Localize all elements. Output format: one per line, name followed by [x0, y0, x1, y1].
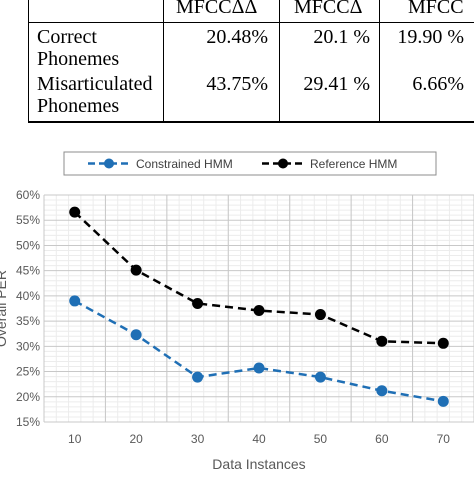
data-point-series-1: [253, 305, 265, 317]
y-tick-label: 30%: [16, 339, 40, 353]
y-tick-label: 55%: [16, 213, 40, 227]
per-line-chart: 60% 55% 50% 45% 40% 35% 30% 25% 20% 15% 10 20 30 40 50…: [0, 143, 474, 474]
cell-misart-mfcc: 6.66%: [412, 73, 464, 95]
results-table: MFCCΔΔ MFCCΔ MFCC Correct Phonemes 20.48…: [0, 0, 474, 123]
data-point-series-1: [130, 264, 142, 276]
y-tick-label: 35%: [16, 314, 40, 328]
row-label-misarticulated-phonemes: Misarticulated Phonemes: [37, 73, 153, 117]
data-point-series-0: [130, 329, 142, 341]
table-left-border: [28, 0, 29, 123]
data-point-series-0: [69, 295, 81, 307]
data-point-series-1: [192, 297, 204, 309]
legend-box: [63, 151, 437, 176]
x-tick-label: 30: [191, 432, 205, 446]
legend-swatch-marker-1: [278, 158, 288, 169]
y-tick-label: 50%: [16, 238, 40, 252]
y-tick-label: 20%: [16, 390, 40, 404]
cell-correct-mfcc-dd: 20.48%: [206, 26, 268, 48]
data-point-series-1: [314, 309, 326, 321]
y-axis-title: Overall PER: [0, 270, 9, 347]
x-tick-label: 60: [375, 432, 389, 446]
x-tick-label: 10: [68, 432, 82, 446]
data-point-series-1: [69, 206, 81, 218]
x-axis-title: Data Instances: [212, 456, 305, 472]
cell-misart-mfcc-d: 29.41 %: [303, 73, 370, 95]
header-mfcc-delta: MFCCΔ: [294, 0, 363, 18]
y-tick-label: 60%: [16, 188, 40, 202]
x-tick-label: 70: [437, 432, 451, 446]
table-divider-3: [379, 0, 380, 123]
table-divider-2: [279, 0, 280, 123]
data-point-series-0: [192, 371, 204, 383]
cell-correct-mfcc: 19.90 %: [397, 26, 464, 48]
y-tick-label: 25%: [16, 365, 40, 379]
data-point-series-1: [437, 337, 449, 349]
cell-correct-mfcc-d: 20.1 %: [313, 26, 370, 48]
data-point-series-0: [253, 362, 265, 374]
chart-canvas: 60% 55% 50% 45% 40% 35% 30% 25% 20% 15% 10 20 30 40 50…: [0, 151, 474, 472]
data-point-series-1: [376, 335, 388, 347]
table-bottom-rule: [28, 121, 474, 123]
y-tick-label: 15%: [16, 415, 40, 429]
table-divider-1: [163, 0, 164, 123]
legend-swatch-marker-0: [104, 158, 114, 169]
data-point-series-0: [376, 385, 388, 397]
data-point-series-0: [314, 371, 326, 383]
x-tick-label: 20: [129, 432, 143, 446]
data-point-series-0: [437, 395, 449, 407]
header-mfcc: MFCC: [408, 0, 464, 18]
cell-misart-mfcc-dd: 43.75%: [206, 73, 268, 95]
table-top-rule: [28, 22, 474, 23]
x-tick-label: 40: [252, 432, 266, 446]
y-tick-label: 40%: [16, 289, 40, 303]
legend-label-0: Constrained HMM: [136, 157, 233, 171]
y-tick-label: 45%: [16, 264, 40, 278]
legend-label-1: Reference HMM: [310, 157, 397, 171]
header-mfcc-delta-delta: MFCCΔΔ: [176, 0, 258, 18]
row-label-correct-phonemes: Correct Phonemes: [37, 26, 120, 70]
x-tick-label: 50: [314, 432, 328, 446]
